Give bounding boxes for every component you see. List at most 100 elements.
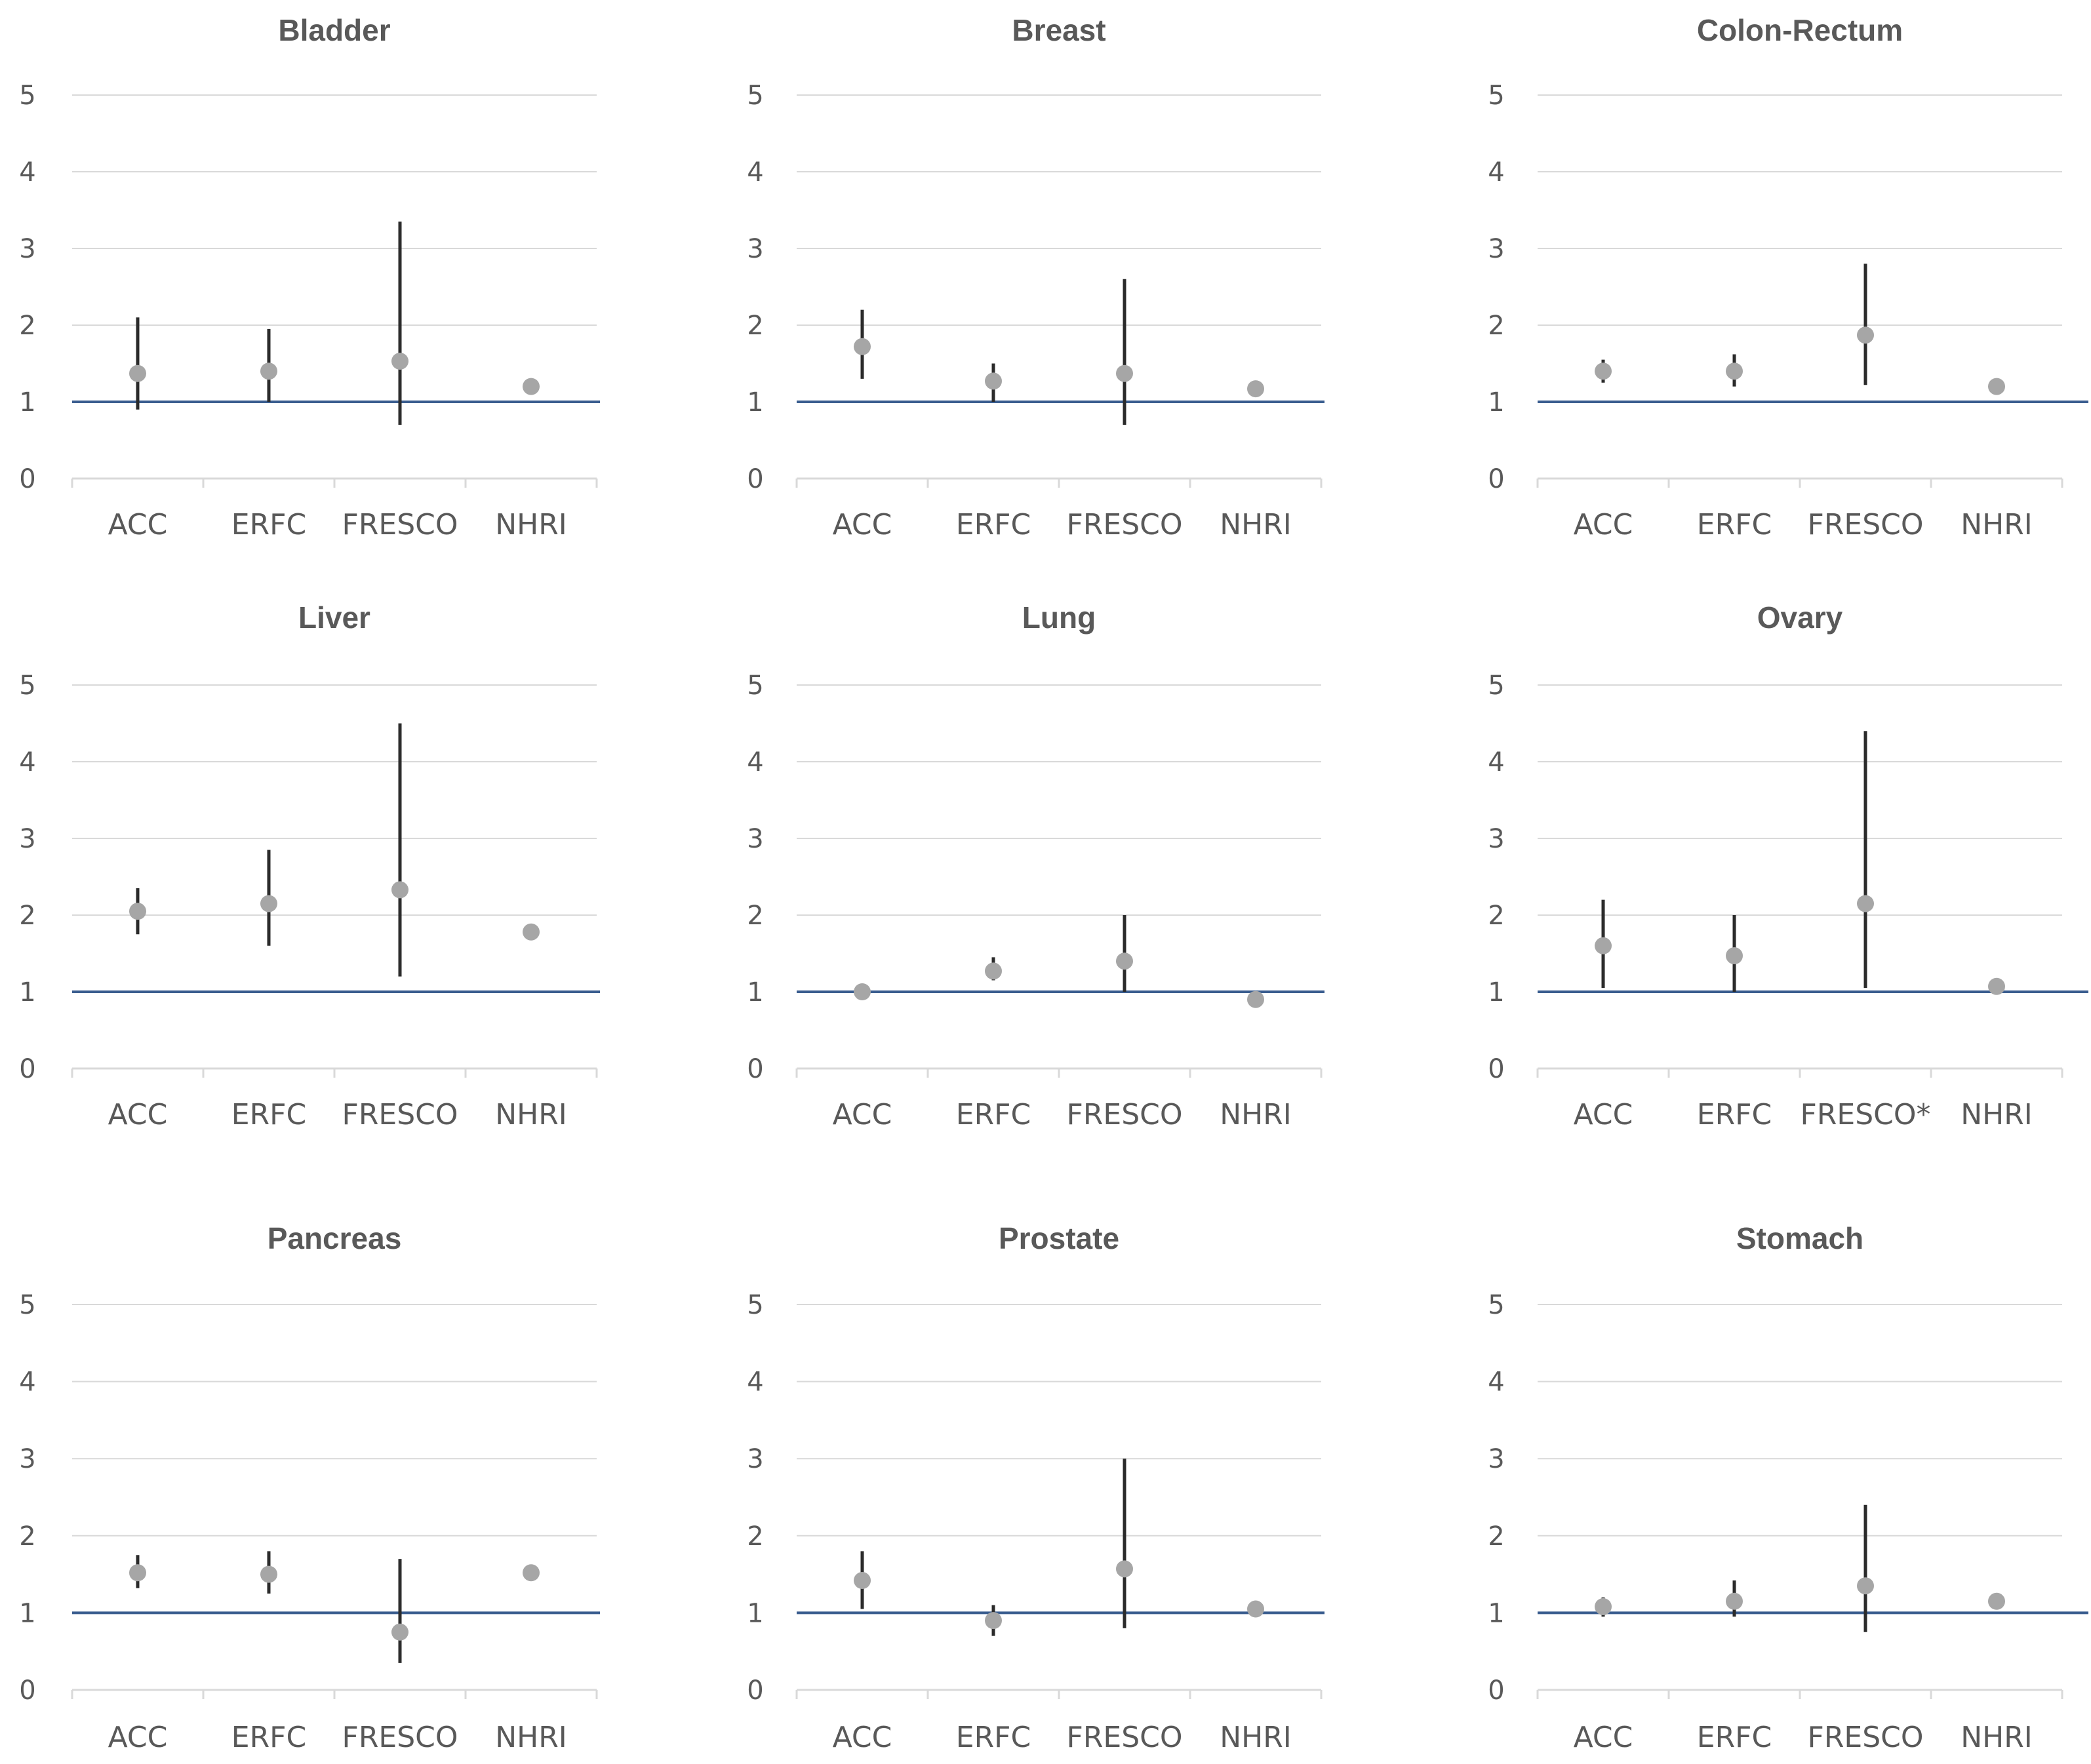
y-tick-label: 3 (747, 234, 763, 264)
category-label: ACC (108, 508, 168, 541)
y-tick-label: 3 (19, 234, 35, 264)
point-erfc (985, 1612, 1002, 1630)
point-erfc (260, 363, 277, 380)
point-fresco (1116, 1560, 1133, 1578)
category-label: ACC (1574, 1098, 1633, 1131)
y-tick-label: 1 (1488, 977, 1504, 1008)
y-tick-label: 4 (1488, 1367, 1504, 1398)
y-tick-label: 1 (1488, 387, 1504, 418)
point-nhri (1988, 977, 2005, 995)
category-label: NHRI (495, 508, 567, 541)
y-tick-label: 5 (19, 1290, 35, 1320)
category-label: ERFC (956, 1721, 1031, 1754)
category-label: ERFC (1697, 1721, 1772, 1754)
point-fresco (1116, 364, 1133, 382)
y-tick-label: 3 (19, 824, 35, 854)
y-tick-label: 4 (1488, 157, 1504, 187)
point-acc (854, 338, 871, 355)
category-label: NHRI (1961, 1721, 2033, 1754)
y-tick-label: 5 (747, 1290, 763, 1320)
category-label: FRESCO (342, 1098, 458, 1131)
point-erfc (985, 962, 1002, 980)
category-label: FRESCO (1808, 1721, 1924, 1754)
point-acc (854, 983, 871, 1000)
category-label: ACC (108, 1098, 168, 1131)
category-label: ACC (833, 1098, 892, 1131)
panel-title: Stomach (1736, 1221, 1863, 1255)
point-nhri (1988, 1592, 2005, 1610)
y-tick-label: 2 (1488, 311, 1504, 341)
y-tick-label: 3 (1488, 1444, 1504, 1474)
panel-liver: Liver 0 1 2 3 4 5 ACC ERFC FRESCO NHRI (19, 600, 600, 1131)
panel-title: Prostate (999, 1221, 1119, 1255)
y-tick-label: 3 (1488, 234, 1504, 264)
y-tick-label: 2 (1488, 1521, 1504, 1552)
y-tick-label: 0 (1488, 1676, 1504, 1706)
category-label: ERFC (1697, 1098, 1772, 1131)
y-tick-label: 2 (747, 311, 763, 341)
category-label: FRESCO (342, 1721, 458, 1754)
point-fresco (391, 881, 408, 899)
point-erfc (260, 895, 277, 912)
category-label: ERFC (1697, 508, 1772, 541)
y-tick-label: 0 (747, 1676, 763, 1706)
category-label: FRESCO (1067, 508, 1183, 541)
category-label: ACC (833, 1721, 892, 1754)
category-label: FRESCO (342, 508, 458, 541)
point-acc (129, 903, 146, 920)
category-label: FRESCO (1067, 1098, 1183, 1131)
y-tick-label: 1 (19, 977, 35, 1008)
category-label: ACC (833, 508, 892, 541)
point-acc (129, 1564, 146, 1582)
y-tick-label: 3 (19, 1444, 35, 1474)
y-tick-label: 5 (747, 671, 763, 701)
category-label: NHRI (1220, 1721, 1292, 1754)
y-tick-label: 4 (19, 747, 35, 777)
point-nhri (1247, 380, 1264, 398)
point-erfc (1726, 363, 1743, 380)
point-acc (1595, 1597, 1612, 1615)
y-tick-label: 1 (747, 977, 763, 1008)
category-label: ERFC (956, 508, 1031, 541)
y-tick-label: 1 (747, 1598, 763, 1628)
y-tick-label: 5 (747, 81, 763, 111)
y-tick-label: 4 (747, 747, 763, 777)
panel-breast: Breast 0 1 2 3 4 5 ACC ERFC FRESCO NHRI (747, 13, 1324, 541)
panel-pancreas: Pancreas 0 1 2 3 4 5 ACC ERFC FRESCO NHRI (19, 1221, 600, 1754)
y-tick-label: 0 (747, 1054, 763, 1084)
panel-stomach: Stomach 0 1 2 3 4 5 ACC ERFC FRESCO NHRI (1488, 1221, 2088, 1754)
y-tick-label: 0 (1488, 1054, 1504, 1084)
category-label: ERFC (231, 508, 306, 541)
panel-title: Liver (298, 600, 370, 635)
category-label: ACC (108, 1721, 168, 1754)
y-tick-label: 2 (19, 901, 35, 931)
category-label: NHRI (495, 1721, 567, 1754)
panel-title: Ovary (1757, 600, 1843, 635)
point-nhri (1247, 990, 1264, 1008)
y-tick-label: 4 (1488, 747, 1504, 777)
category-label: NHRI (1961, 508, 2033, 541)
y-tick-label: 2 (1488, 901, 1504, 931)
point-nhri (523, 378, 540, 395)
y-tick-label: 2 (747, 1521, 763, 1552)
y-tick-label: 1 (747, 387, 763, 418)
y-tick-label: 4 (19, 157, 35, 187)
category-label: NHRI (1220, 1098, 1292, 1131)
category-label: ERFC (231, 1098, 306, 1131)
point-fresco (1857, 1577, 1874, 1595)
point-acc (1595, 363, 1612, 380)
y-tick-label: 4 (747, 157, 763, 187)
y-tick-label: 2 (19, 311, 35, 341)
y-tick-label: 4 (747, 1367, 763, 1398)
y-tick-label: 5 (1488, 1290, 1504, 1320)
y-tick-label: 2 (19, 1521, 35, 1552)
point-fresco (391, 1623, 408, 1641)
panel-title: Pancreas (268, 1221, 402, 1255)
y-tick-label: 5 (19, 81, 35, 111)
point-erfc (260, 1565, 277, 1583)
point-nhri (523, 1564, 540, 1582)
point-erfc (1726, 1592, 1743, 1610)
point-nhri (1988, 378, 2005, 395)
y-tick-label: 0 (19, 1054, 35, 1084)
